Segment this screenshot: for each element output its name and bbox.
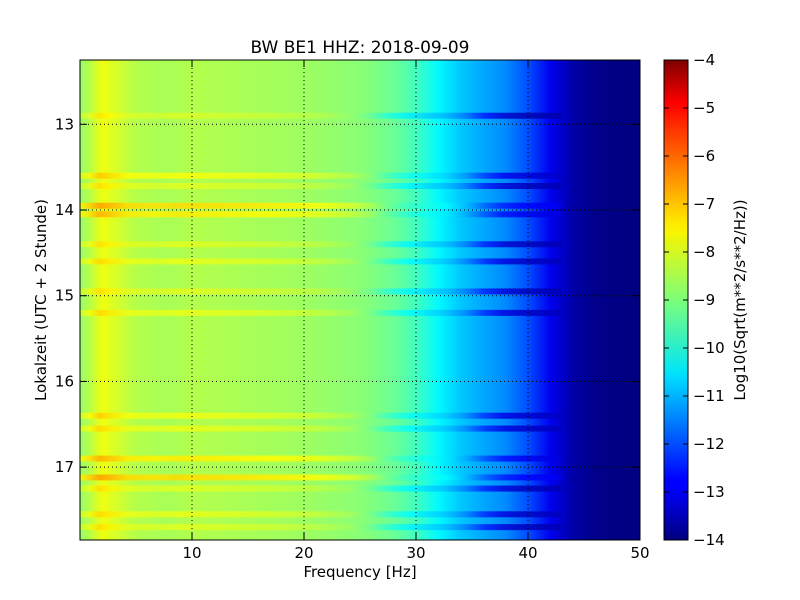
colorbar: −4 −5 −6 −7 −8 −9 −10 −11 −12 −13 −14 Log10(Sqrt(m… [663,51,749,549]
colorbar-tick-label: −14 [693,531,725,549]
heatmap-band [80,455,562,462]
heatmap-base [80,60,640,540]
plot-area [80,60,640,540]
heatmap-band [80,258,562,265]
colorbar-label: Log10(Sqrt(m**2/s**2/Hz)) [731,199,749,400]
colorbar-tick-label: −6 [693,147,715,165]
colorbar-tick-label: −10 [693,339,725,357]
heatmap-band [80,172,562,179]
x-axis: 10 20 30 40 50 [182,60,650,562]
colorbar-tick-label: −12 [693,435,725,453]
x-tick-label: 10 [182,544,201,562]
x-tick-label: 30 [406,544,425,562]
heatmap-band [80,412,562,419]
colorbar-tick-label: −5 [693,99,715,117]
heatmap-band [80,309,562,316]
heatmap-band [80,511,562,518]
y-tick-label: 15 [55,287,74,305]
heatmap-band [80,425,562,432]
colorbar-tick-label: −13 [693,483,725,501]
y-tick-label: 14 [55,201,74,219]
heatmap-band [80,485,562,492]
colorbar-tick-label: −4 [693,51,715,69]
heatmap-band [80,202,562,209]
y-axis: 13 14 15 16 17 [55,115,640,476]
heatmap-band [80,288,562,295]
plot-frame [79,59,641,541]
y-tick-label: 13 [55,115,74,133]
heatmap-band [80,211,562,218]
x-tick-label: 40 [518,544,537,562]
heatmap-bands [80,112,562,531]
x-axis-label: Frequency [Hz] [303,563,416,581]
colorbar-tick-label: −9 [693,291,715,309]
heatmap-band [80,241,562,248]
y-axis-label: Lokalzeit (UTC + 2 Stunde) [32,199,50,401]
heatmap-band [80,474,562,481]
x-tick-label: 20 [294,544,313,562]
colorbar-tick-label: −7 [693,195,715,213]
colorbar-ticks: −4 −5 −6 −7 −8 −9 −10 −11 −12 −13 −14 [664,51,725,549]
heatmap-band [80,112,562,119]
x-tick-label: 50 [630,544,649,562]
y-tick-label: 16 [55,372,74,390]
chart-title: BW BE1 HHZ: 2018-09-09 [250,38,469,58]
colorbar-tick-label: −8 [693,243,715,261]
colorbar-tick-label: −11 [693,387,725,405]
heatmap-band [80,183,562,189]
heatmap-band [80,524,562,531]
y-tick-label: 17 [55,458,74,476]
grid-lines [80,60,640,540]
